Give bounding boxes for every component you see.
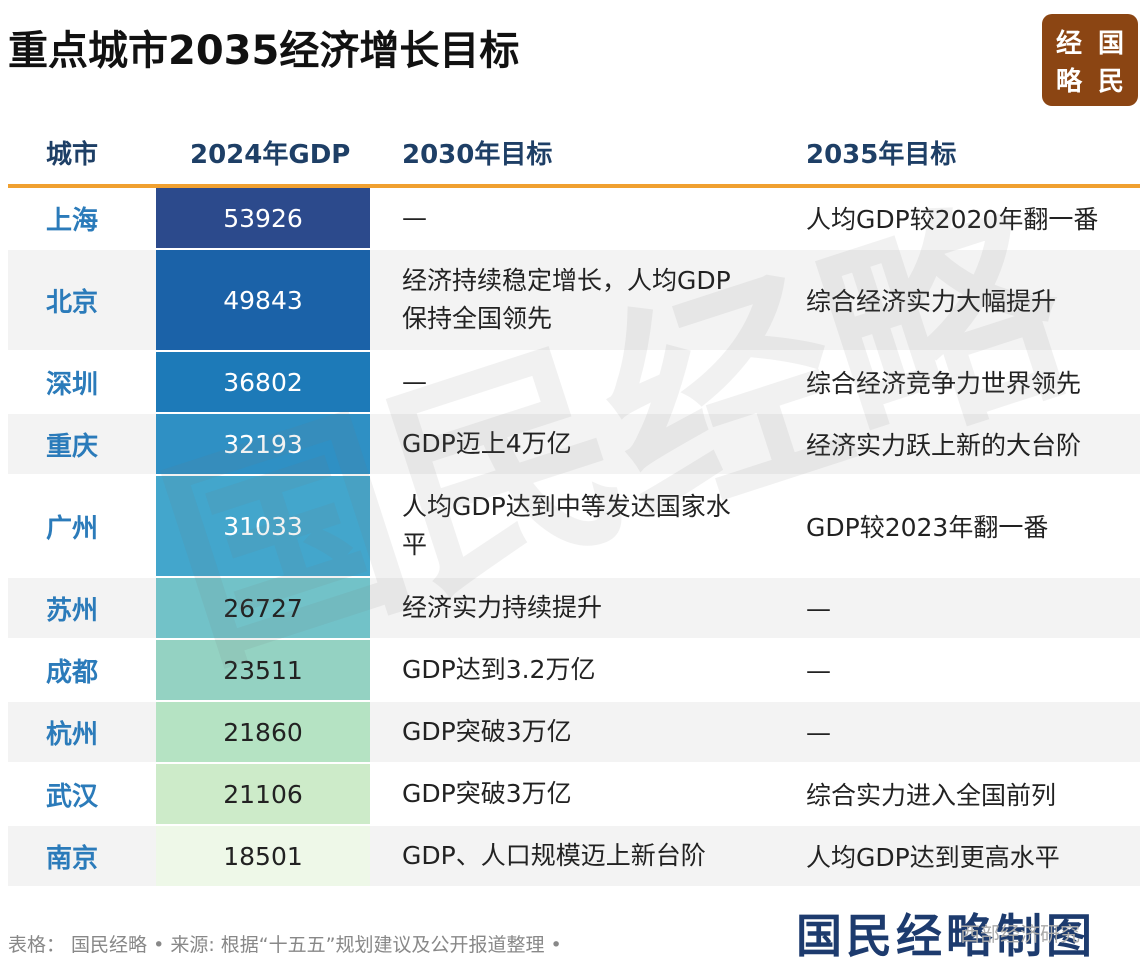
column-header-gdp: 2024年GDP: [190, 140, 351, 170]
goal-2030-cell: GDP达到3.2万亿: [402, 655, 596, 684]
city-cell: 重庆: [46, 431, 99, 462]
source-footer: 表格： 国民经略 • 来源: 根据“十五五”规划建议及公开报道整理 •: [8, 934, 562, 956]
gdp-cell: 36802: [156, 352, 370, 412]
goal-2035-cell: GDP较2023年翻一番: [806, 513, 1049, 542]
table-row: 武汉 21106 GDP突破3万亿 综合实力进入全国前列: [8, 764, 1140, 826]
city-cell: 成都: [46, 657, 99, 688]
page-title: 重点城市2035经济增长目标: [8, 28, 520, 74]
gdp-cell: 26727: [156, 578, 370, 638]
city-cell: 广州: [46, 513, 99, 544]
table-row: 上海 53926 — 人均GDP较2020年翻一番: [8, 188, 1140, 250]
gdp-cell: 31033: [156, 476, 370, 576]
goal-2030-cell: —: [402, 203, 427, 232]
brand-logo: 经 国 略 民: [1042, 14, 1138, 106]
table-row: 成都 23511 GDP达到3.2万亿 —: [8, 640, 1140, 702]
logo-char: 国: [1097, 28, 1124, 59]
gdp-cell: 49843: [156, 250, 370, 350]
city-cell: 南京: [46, 843, 99, 874]
goal-2035-cell: 人均GDP达到更高水平: [806, 843, 1060, 872]
goal-2030-cell: —: [402, 367, 427, 396]
city-cell: 北京: [46, 287, 99, 318]
brand-signature: 国民经略制图: [796, 909, 1096, 963]
city-cell: 武汉: [46, 781, 99, 812]
goal-2030-cell: 经济持续稳定增长，人均GDP保持全国领先: [402, 266, 731, 333]
goal-2035-cell: —: [806, 655, 831, 685]
city-cell: 深圳: [46, 369, 99, 400]
goal-2030-cell: 经济实力持续提升: [402, 593, 603, 622]
goal-2030-cell: GDP迈上4万亿: [402, 429, 572, 458]
goal-2035-cell: 综合经济实力大幅提升: [806, 287, 1057, 316]
logo-char: 民: [1097, 66, 1124, 97]
city-cell: 苏州: [46, 595, 99, 626]
table-row: 苏州 26727 经济实力持续提升 —: [8, 578, 1140, 640]
gdp-cell: 21106: [156, 764, 370, 824]
goal-2035-cell: —: [806, 593, 831, 623]
table-header: 城市 2024年GDP 2030年目标 2035年目标: [8, 118, 1140, 188]
logo-char: 经: [1055, 28, 1082, 59]
gdp-cell: 21860: [156, 702, 370, 762]
goal-2030-cell: GDP、人口规模迈上新台阶: [402, 841, 706, 870]
gdp-cell: 23511: [156, 640, 370, 700]
table-row: 广州 31033 人均GDP达到中等发达国家水平 GDP较2023年翻一番: [8, 476, 1140, 578]
goal-2035-cell: 综合经济竞争力世界领先: [806, 369, 1082, 398]
column-header-2035: 2035年目标: [806, 140, 957, 170]
table-row: 深圳 36802 — 综合经济竞争力世界领先: [8, 352, 1140, 414]
goal-2030-cell: GDP突破3万亿: [402, 779, 572, 808]
column-header-city: 城市: [46, 140, 99, 170]
city-cell: 杭州: [46, 719, 99, 750]
gdp-cell: 32193: [156, 414, 370, 474]
table-row: 北京 49843 经济持续稳定增长，人均GDP保持全国领先 综合经济实力大幅提升: [8, 250, 1140, 352]
table-row: 南京 18501 GDP、人口规模迈上新台阶 人均GDP达到更高水平: [8, 826, 1140, 888]
table-row: 重庆 32193 GDP迈上4万亿 经济实力跃上新的大台阶: [8, 414, 1140, 476]
goal-2030-cell: GDP突破3万亿: [402, 717, 572, 746]
gdp-cell: 53926: [156, 188, 370, 248]
city-cell: 上海: [46, 205, 99, 236]
table-row: 杭州 21860 GDP突破3万亿 —: [8, 702, 1140, 764]
goal-2035-cell: 综合实力进入全国前列: [806, 781, 1057, 810]
goal-2035-cell: 人均GDP较2020年翻一番: [806, 205, 1099, 234]
goal-2030-cell: 人均GDP达到中等发达国家水平: [402, 492, 731, 559]
gdp-cell: 18501: [156, 826, 370, 886]
brand-overlay-text: 西部经济研究: [960, 922, 1080, 946]
goal-2035-cell: —: [806, 717, 831, 747]
column-header-2030: 2030年目标: [402, 140, 553, 170]
logo-char: 略: [1055, 66, 1082, 97]
goal-2035-cell: 经济实力跃上新的大台阶: [806, 431, 1082, 460]
